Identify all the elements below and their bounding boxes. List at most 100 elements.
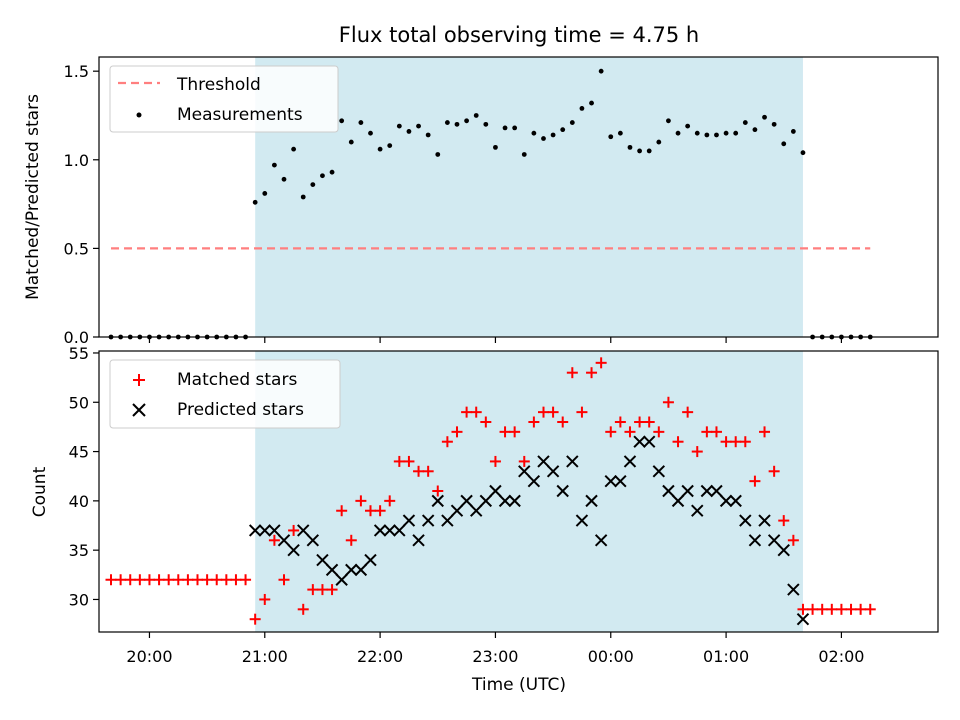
- bottom-legend: Matched stars Predicted stars: [109, 359, 341, 429]
- measurement-point: [396, 123, 402, 129]
- matched-star-point: [163, 574, 175, 586]
- predicted-star-point: [556, 484, 569, 498]
- matched-star-point: [249, 613, 261, 625]
- top-plot-frame: [98, 56, 939, 338]
- matched-star-point: [807, 603, 819, 615]
- x-tick-label: 02:00: [818, 647, 864, 666]
- bottom-ylabel: Count: [30, 466, 50, 517]
- measurement-point: [493, 144, 498, 150]
- bottom-plot-frame: [98, 350, 939, 633]
- predicted-star-point: [642, 435, 656, 448]
- predicted-star-point: [268, 524, 281, 537]
- matched-star-point: [518, 455, 530, 467]
- top-panel: 0.0 0.5 1.0 1.5 Matched/Predicted stars Thr…: [23, 56, 939, 347]
- bottom-y-tick-label: 35: [69, 541, 89, 560]
- matched-star-point: [605, 426, 617, 438]
- matched-star-point: [576, 406, 588, 418]
- matched-star-point: [489, 455, 501, 467]
- matched-star-point: [759, 426, 771, 438]
- predicted-star-point: [767, 534, 781, 547]
- predicted-star-point: [719, 494, 733, 508]
- predicted-star-point: [345, 563, 358, 577]
- predicted-star-point: [700, 484, 714, 498]
- predicted-star-point: [739, 514, 752, 527]
- matched-star-point: [662, 396, 674, 408]
- matched-star-point: [547, 406, 559, 418]
- measurement-point: [368, 130, 373, 136]
- x-tick-label: 23:00: [472, 647, 518, 666]
- predicted-star-point: [489, 484, 502, 498]
- matched-star-point: [413, 465, 425, 477]
- predicted-star-point: [633, 435, 646, 448]
- measurement-point: [416, 123, 421, 129]
- predicted-star-point: [537, 455, 550, 468]
- predicted-star-point: [652, 465, 666, 478]
- x-tick-label: 21:00: [242, 647, 288, 666]
- matched-star-point: [364, 505, 376, 517]
- threshold-legend-label: Threshold: [176, 75, 261, 95]
- x-tick-label: 22:00: [357, 647, 403, 666]
- top-ylabel: Matched/Predicted stars: [23, 94, 43, 300]
- predicted-star-point: [796, 612, 810, 626]
- matched-star-point: [672, 436, 684, 448]
- measurement-point: [666, 118, 671, 124]
- measurement-point: [723, 130, 729, 136]
- matched-star-point: [470, 406, 482, 418]
- matched-star-point: [701, 426, 713, 438]
- bottom-y-tick-label: 55: [69, 344, 89, 363]
- predicted-legend-swatch: [132, 403, 146, 417]
- measurements-legend-label: Measurements: [177, 105, 303, 125]
- matched-star-point: [432, 485, 444, 497]
- x-tick-label: 20:00: [126, 647, 172, 666]
- measurement-point: [589, 100, 594, 106]
- matched-star-point: [624, 426, 636, 438]
- measurement-point: [733, 130, 739, 136]
- measurement-point: [339, 118, 345, 124]
- predicted-star-point: [623, 455, 637, 468]
- predicted-star-point: [777, 543, 790, 557]
- measurement-point: [435, 152, 441, 157]
- matched-star-point: [509, 426, 521, 438]
- measurement-point: [464, 118, 470, 124]
- predicted-star-point: [518, 465, 531, 478]
- measurement-point: [329, 169, 335, 175]
- predicted-legend-label: Predicted stars: [177, 400, 304, 420]
- measurement-point: [752, 127, 758, 133]
- bottom-y-tick-label: 50: [69, 393, 89, 412]
- observing-interval-shading: [255, 57, 803, 337]
- measurements-legend-swatch: [136, 112, 142, 118]
- measurement-point: [281, 176, 287, 182]
- measurement-point: [310, 182, 316, 187]
- matched-star-point: [557, 416, 569, 428]
- predicted-star-point: [335, 573, 348, 586]
- matched-star-point: [566, 367, 578, 379]
- predicted-star-point: [325, 563, 339, 577]
- bottom-y-tick-label: 45: [69, 443, 89, 462]
- matched-star-point: [441, 436, 453, 448]
- matched-star-point: [634, 416, 646, 428]
- predicted-star-point: [729, 494, 742, 508]
- measurement-point: [694, 130, 700, 136]
- matched-star-point: [307, 584, 319, 596]
- matched-star-point: [845, 603, 857, 615]
- predicted-star-point: [441, 514, 454, 527]
- measurement-point: [800, 150, 806, 156]
- predicted-star-point: [258, 524, 271, 537]
- predicted-star-point: [306, 534, 320, 547]
- measurement-point: [714, 132, 719, 138]
- predicted-star-point: [393, 524, 406, 537]
- matched-star-point: [259, 593, 271, 605]
- measurement-point: [637, 148, 642, 154]
- predicted-star-point: [671, 494, 685, 508]
- matched-star-point: [499, 426, 511, 438]
- measurement-point: [483, 121, 489, 127]
- predicted-star-point: [364, 553, 377, 567]
- predicted-star-point: [248, 524, 262, 537]
- matched-star-point: [240, 574, 252, 586]
- matched-star-point: [528, 416, 540, 428]
- predicted-star-point: [277, 534, 291, 547]
- measurement-point: [762, 114, 767, 120]
- predicted-star-point: [691, 504, 704, 517]
- predicted-star-point: [787, 583, 800, 596]
